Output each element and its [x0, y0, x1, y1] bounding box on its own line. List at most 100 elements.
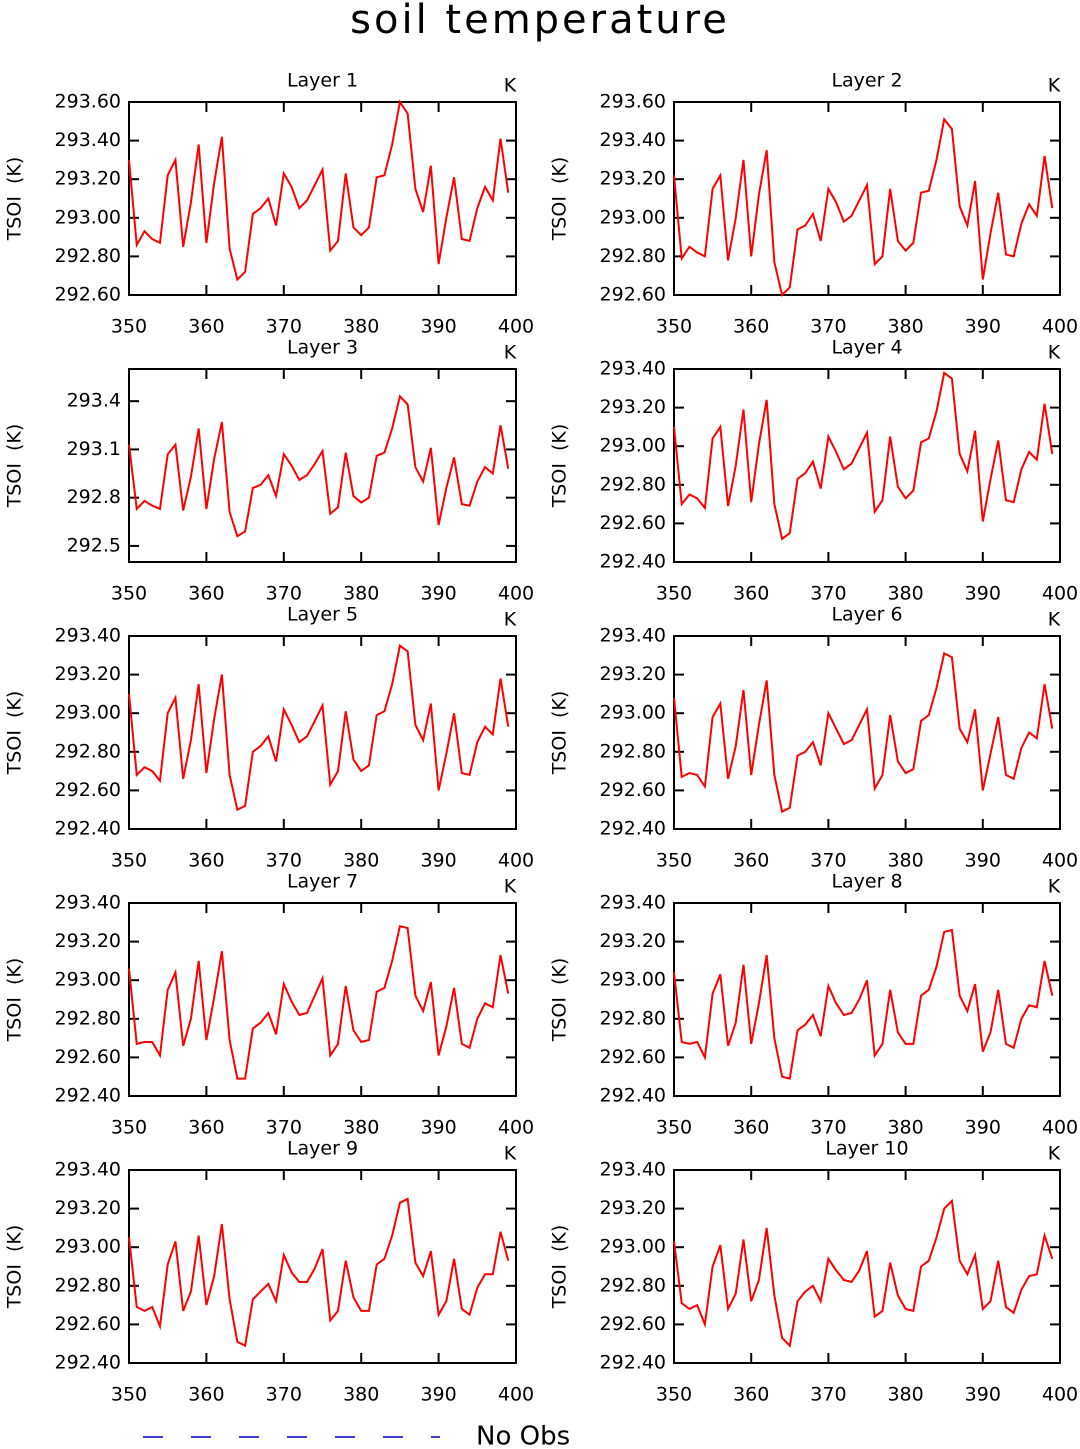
y-tick-label: 292.80 — [600, 473, 666, 495]
data-line — [128, 99, 510, 282]
y-tick-label: 293.40 — [55, 129, 121, 151]
y-tick-label: 293.00 — [600, 435, 666, 457]
panel-title: Layer 8 — [831, 871, 902, 893]
y-tick-label: 293.00 — [600, 1236, 666, 1258]
panel-title: Layer 4 — [831, 337, 902, 359]
x-tick-label: 350 — [656, 1384, 692, 1406]
x-tick-label: 370 — [810, 1117, 846, 1139]
y-tick-label: 292.80 — [600, 1007, 666, 1029]
x-tick-label: 380 — [343, 316, 379, 338]
x-tick-label: 370 — [810, 850, 846, 872]
units-label: K — [504, 609, 517, 631]
x-tick-label: 360 — [733, 850, 769, 872]
x-tick-label: 390 — [420, 850, 456, 872]
panel-title: Layer 9 — [287, 1138, 358, 1160]
units-label: K — [1048, 1143, 1061, 1165]
y-tick-label: 292.60 — [600, 1313, 666, 1335]
x-tick-label: 390 — [420, 1117, 456, 1139]
units-label: K — [1048, 609, 1061, 631]
y-tick-label: 293.20 — [55, 663, 121, 685]
y-tick-label: 292.80 — [55, 1274, 121, 1296]
units-label: K — [504, 342, 517, 364]
x-tick-label: 380 — [343, 583, 379, 605]
y-tick-label: 293.20 — [600, 930, 666, 952]
y-tick-label: 292.60 — [600, 512, 666, 534]
y-tick-label: 293.40 — [55, 1159, 121, 1181]
y-tick-label: 292.80 — [55, 740, 121, 762]
y-tick-label: 293.40 — [55, 892, 121, 914]
plot-frame — [673, 1169, 1061, 1364]
x-tick-label: 400 — [498, 583, 534, 605]
legend-label: No Obs — [476, 1422, 570, 1449]
x-tick-label: 350 — [656, 316, 692, 338]
panel-title: Layer 2 — [831, 70, 902, 92]
units-label: K — [1048, 342, 1061, 364]
x-tick-label: 350 — [111, 583, 147, 605]
data-line — [673, 651, 1054, 814]
y-tick-label: 293.20 — [600, 168, 666, 190]
x-tick-label: 400 — [1042, 1384, 1078, 1406]
x-tick-label: 360 — [733, 316, 769, 338]
units-label: K — [504, 75, 517, 97]
plot-frame — [128, 368, 517, 563]
y-tick-label: 292.80 — [600, 245, 666, 267]
x-tick-label: 350 — [656, 850, 692, 872]
y-tick-label: 293.00 — [55, 1236, 121, 1258]
x-tick-label: 370 — [810, 583, 846, 605]
y-tick-label: 293.20 — [600, 1197, 666, 1219]
y-tick-label: 293.00 — [55, 702, 121, 724]
x-tick-label: 400 — [498, 1117, 534, 1139]
x-tick-label: 390 — [420, 1384, 456, 1406]
x-tick-label: 380 — [887, 850, 923, 872]
x-tick-label: 370 — [266, 1117, 302, 1139]
y-tick-label: 293.20 — [55, 930, 121, 952]
x-tick-label: 390 — [420, 316, 456, 338]
plot-frame — [128, 101, 517, 296]
y-tick-label: 293.40 — [600, 1159, 666, 1181]
y-tick-label: 292.40 — [600, 1085, 666, 1107]
x-tick-label: 380 — [343, 850, 379, 872]
y-axis-label: TSOI (K) — [549, 1225, 571, 1310]
x-tick-label: 400 — [498, 850, 534, 872]
y-axis-label: TSOI (K) — [4, 157, 26, 242]
y-axis-label: TSOI (K) — [549, 958, 571, 1043]
x-tick-label: 370 — [266, 316, 302, 338]
x-tick-label: 390 — [965, 1117, 1001, 1139]
y-tick-label: 292.60 — [600, 779, 666, 801]
y-tick-label: 292.60 — [55, 284, 121, 306]
x-tick-label: 400 — [1042, 850, 1078, 872]
x-tick-label: 360 — [188, 850, 224, 872]
x-tick-label: 370 — [266, 583, 302, 605]
x-tick-label: 390 — [420, 583, 456, 605]
x-tick-label: 400 — [1042, 316, 1078, 338]
units-label: K — [504, 876, 517, 898]
plot-frame — [128, 635, 517, 830]
y-tick-label: 293.40 — [600, 129, 666, 151]
y-tick-label: 292.8 — [67, 486, 121, 508]
y-tick-label: 293.40 — [55, 625, 121, 647]
plot-frame — [673, 101, 1061, 296]
x-tick-label: 380 — [887, 316, 923, 338]
y-tick-label: 293.20 — [55, 1197, 121, 1219]
y-tick-label: 293.60 — [600, 91, 666, 113]
data-line — [128, 1197, 510, 1348]
y-axis-label: TSOI (K) — [4, 1225, 26, 1310]
x-tick-label: 380 — [887, 1117, 923, 1139]
y-tick-label: 293.40 — [600, 358, 666, 380]
x-tick-label: 350 — [656, 1117, 692, 1139]
x-tick-label: 360 — [188, 583, 224, 605]
data-line — [128, 394, 510, 538]
y-tick-label: 292.40 — [600, 1352, 666, 1374]
y-tick-label: 292.40 — [600, 818, 666, 840]
y-tick-label: 292.80 — [55, 245, 121, 267]
y-tick-label: 292.80 — [600, 1274, 666, 1296]
y-tick-label: 292.40 — [600, 551, 666, 573]
x-tick-label: 370 — [810, 1384, 846, 1406]
x-tick-label: 400 — [1042, 583, 1078, 605]
x-tick-label: 380 — [343, 1117, 379, 1139]
y-tick-label: 293.00 — [600, 969, 666, 991]
x-tick-label: 370 — [266, 1384, 302, 1406]
x-tick-label: 380 — [887, 583, 923, 605]
